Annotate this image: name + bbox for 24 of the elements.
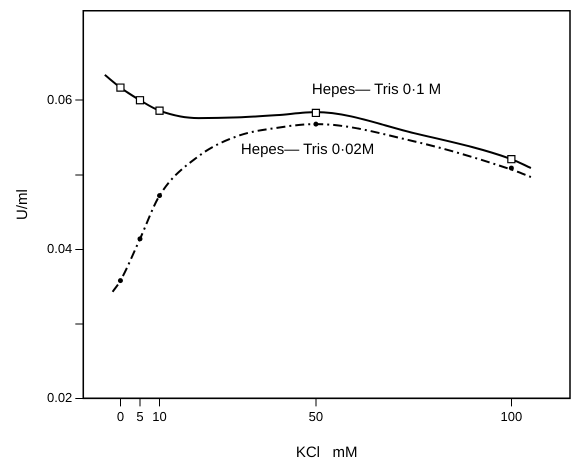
y-tick-label: 0.02 (46, 390, 72, 405)
point (312, 108, 320, 118)
x-tick-label: 50 (308, 408, 324, 424)
x-axis-title: KCl mM (296, 444, 358, 462)
point (137, 236, 142, 242)
y-tick-label: 0.04 (46, 240, 72, 256)
x-tick-label: 100 (500, 408, 522, 424)
x-tick-label: 10 (152, 408, 167, 424)
y-axis-title: U/ml (14, 189, 32, 220)
point (157, 193, 162, 198)
point (116, 83, 125, 92)
x-tick-label: 5 (136, 408, 144, 424)
x-tick-label: 0 (116, 408, 124, 424)
point (136, 96, 144, 104)
point (118, 278, 123, 284)
point (155, 106, 164, 115)
point (507, 154, 516, 164)
series-label: Hepes— Tris 0·1 M (312, 80, 442, 98)
point (313, 122, 318, 127)
y-tick-label: 0.06 (46, 92, 72, 107)
series-label: Hepes— Tris 0·02M (240, 141, 374, 158)
line-series (104, 74, 532, 170)
line-series (112, 123, 532, 293)
point (508, 166, 514, 171)
